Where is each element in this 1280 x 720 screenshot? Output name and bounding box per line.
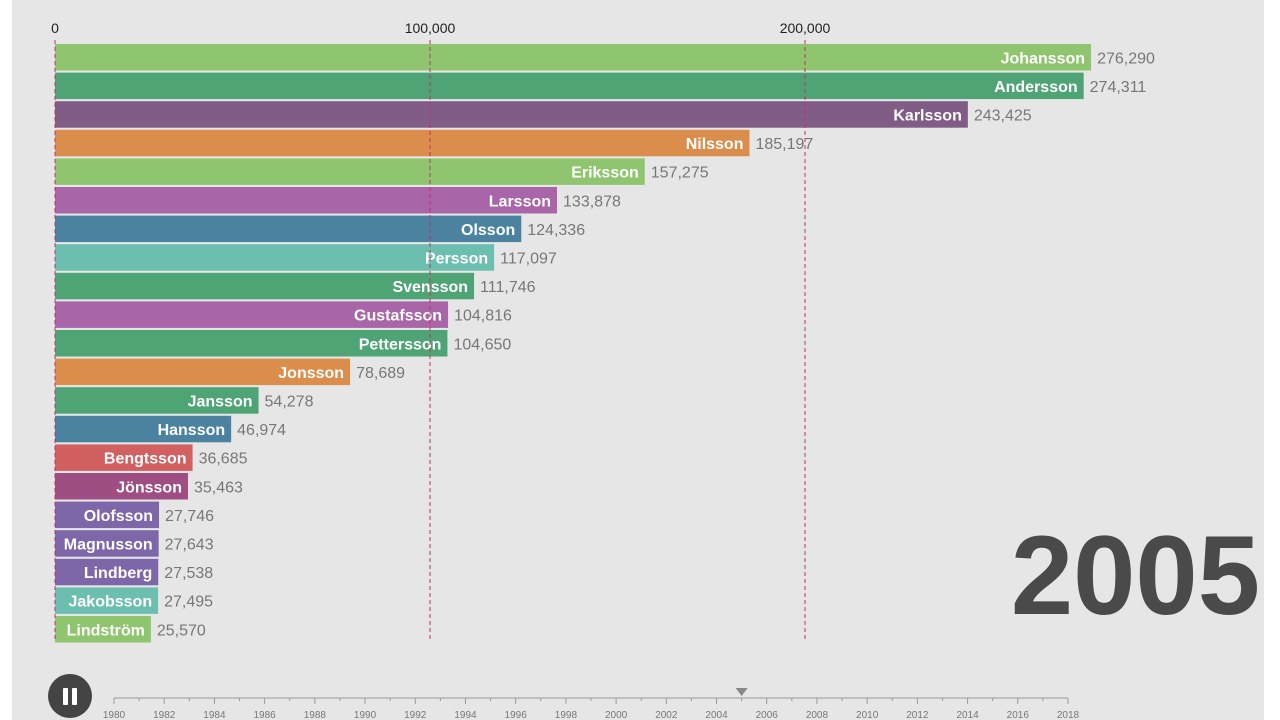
bar	[55, 44, 1092, 71]
timeline-year-label: 1982	[153, 710, 176, 720]
timeline-year-label: 1990	[354, 710, 377, 720]
bar-category-label: Magnusson	[64, 536, 153, 553]
bar-category-label: Hansson	[158, 422, 226, 439]
timeline-year-label: 1980	[103, 710, 126, 720]
timeline[interactable]: 1980 1982 1984 1986 1988 1990 1992 1994 1996 1998…	[103, 688, 1080, 720]
bar	[55, 129, 750, 157]
bar	[55, 101, 968, 128]
bar	[55, 387, 259, 414]
timeline-year-label: 1994	[454, 710, 477, 720]
timeline-year-label: 1996	[505, 710, 528, 720]
bar	[55, 158, 645, 185]
bar-category-label: Jakobsson	[69, 594, 153, 611]
bar	[55, 444, 193, 471]
bar-value-label: 274,311	[1090, 79, 1147, 96]
bar-category-label: Gustafsson	[354, 308, 442, 325]
bar-value-label: 27,495	[164, 594, 213, 611]
bar-value-label: 36,685	[199, 451, 248, 468]
timeline-year-label: 1998	[555, 710, 578, 720]
bar-value-label: 104,650	[453, 336, 511, 353]
bar-category-label: Olsson	[461, 222, 515, 239]
bar-category-label: Johansson	[1001, 50, 1085, 67]
pause-icon	[61, 687, 79, 705]
bar-value-label: 133,878	[563, 193, 621, 210]
bar-value-label: 35,463	[194, 479, 243, 496]
bar-value-label: 27,746	[165, 508, 214, 525]
bar-category-label: Jansson	[188, 393, 253, 410]
bar	[55, 72, 1084, 100]
bar	[55, 587, 159, 614]
bar	[55, 616, 151, 643]
bar-category-label: Eriksson	[571, 165, 639, 182]
bar-value-label: 124,336	[527, 222, 585, 239]
timeline-year-label: 2002	[655, 710, 678, 720]
timeline-year-label: 2006	[756, 710, 779, 720]
bar	[55, 530, 159, 557]
bar	[55, 558, 159, 586]
timeline-year-label: 2012	[906, 710, 929, 720]
pause-button[interactable]	[48, 674, 92, 718]
x-tick-label: 0	[51, 20, 59, 36]
bar-value-label: 117,097	[500, 250, 557, 267]
timeline-year-label: 1986	[254, 710, 277, 720]
bar-category-label: Persson	[425, 250, 488, 267]
bar-value-label: 46,974	[237, 422, 286, 439]
bar-category-label: Pettersson	[359, 336, 442, 353]
bar-category-label: Jonsson	[278, 365, 344, 382]
bar-value-label: 27,643	[165, 536, 214, 553]
bar-value-label: 185,197	[755, 136, 813, 153]
bar-value-label: 243,425	[974, 107, 1032, 124]
x-tick-label: 200,000	[780, 20, 831, 36]
bar	[55, 215, 522, 243]
bar-category-label: Larsson	[489, 193, 551, 210]
bar-chart-race: Johansson 276,290 Andersson 274,311 Karlsson…	[51, 20, 1260, 720]
bar-value-label: 276,290	[1097, 50, 1155, 67]
bar	[55, 187, 558, 214]
bar	[55, 415, 232, 443]
bar-value-label: 78,689	[356, 365, 405, 382]
timeline-year-label: 1984	[203, 710, 226, 720]
timeline-year-label: 2014	[956, 710, 979, 720]
timeline-year-label: 2004	[705, 710, 728, 720]
bar-category-label: Karlsson	[893, 107, 961, 124]
chart-panel: Johansson 276,290 Andersson 274,311 Karlsson…	[12, 0, 1264, 720]
x-tick-label: 100,000	[405, 20, 456, 36]
bar-category-label: Olofsson	[84, 508, 153, 525]
bar-category-label: Nilsson	[686, 136, 744, 153]
timeline-year-label: 2010	[856, 710, 879, 720]
bar	[55, 301, 449, 328]
timeline-marker[interactable]	[735, 688, 748, 696]
bar	[55, 501, 160, 529]
bar-category-label: Lindberg	[84, 565, 152, 582]
bar-value-label: 54,278	[265, 393, 314, 410]
bar-value-label: 157,275	[651, 165, 709, 182]
bar-category-label: Jönsson	[116, 479, 182, 496]
timeline-year-label: 1992	[404, 710, 427, 720]
bar	[55, 272, 475, 300]
timeline-year-label: 2016	[1007, 710, 1030, 720]
bar-category-label: Andersson	[994, 79, 1078, 96]
year-label: 2005	[1011, 513, 1260, 638]
timeline-year-label: 2000	[605, 710, 628, 720]
timeline-year-label: 2008	[806, 710, 829, 720]
bar	[55, 473, 188, 500]
timeline-year-label: 1988	[304, 710, 327, 720]
bars: Johansson 276,290 Andersson 274,311 Karlsson…	[55, 44, 1155, 643]
bar-value-label: 111,746	[480, 279, 536, 296]
bar-value-label: 104,816	[454, 308, 512, 325]
bar	[55, 330, 448, 357]
gridlines: 0 100,000 200,000	[51, 20, 831, 642]
timeline-year-label: 2018	[1057, 710, 1080, 720]
bar-value-label: 27,538	[164, 565, 213, 582]
bar	[55, 244, 495, 271]
bar-category-label: Lindström	[67, 622, 145, 639]
bar	[55, 358, 351, 386]
bar-value-label: 25,570	[157, 622, 206, 639]
bar-category-label: Bengtsson	[104, 451, 187, 468]
